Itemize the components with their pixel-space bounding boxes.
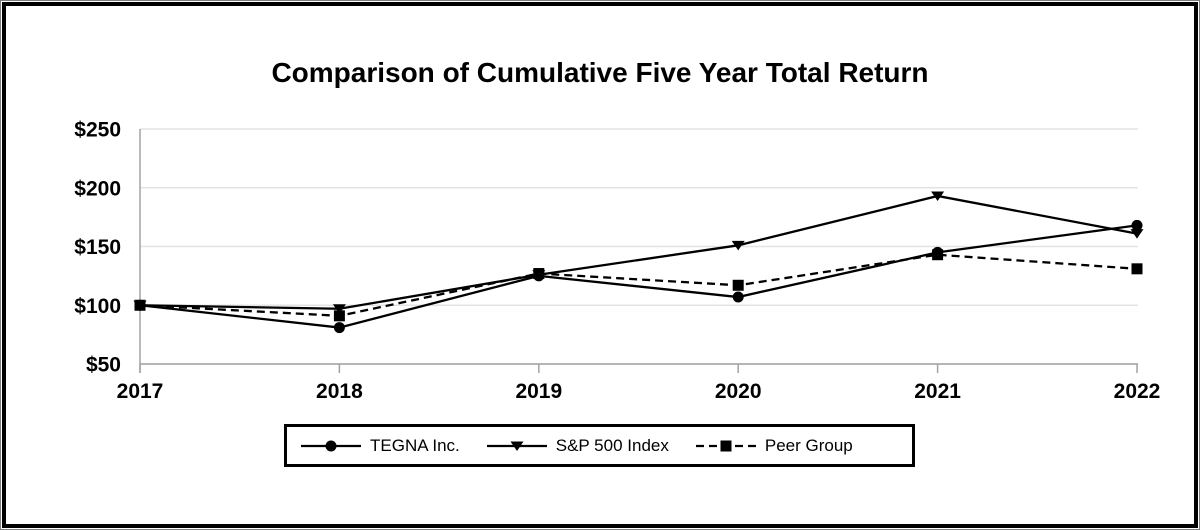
- triangle-down-marker: [931, 191, 945, 201]
- square-icon: [720, 440, 732, 451]
- y-axis-tick-label: $150: [74, 236, 121, 259]
- legend-swatch-triangle-down: [486, 441, 547, 451]
- y-axis-tick-label: $200: [74, 177, 121, 200]
- legend-item: TEGNA Inc.: [300, 436, 460, 456]
- x-axis-tick-label: 2017: [117, 380, 164, 403]
- series-line-circle: [139, 224, 1138, 329]
- legend-swatch-square: [695, 440, 756, 451]
- triangle-down-icon: [510, 441, 524, 451]
- circle-marker: [333, 322, 345, 334]
- circle-icon: [325, 440, 337, 451]
- series-line-triangle-down: [139, 194, 1138, 310]
- square-marker: [932, 249, 944, 261]
- triangle-down-marker: [1130, 229, 1144, 239]
- y-axis-tick-label: $100: [74, 295, 121, 318]
- x-axis-tick-label: 2020: [715, 380, 762, 403]
- y-axis-tick-label: $250: [74, 119, 121, 142]
- circle-marker: [1131, 219, 1143, 231]
- legend-label: Peer Group: [764, 435, 853, 455]
- x-axis-tick-label: 2019: [515, 380, 562, 403]
- square-marker: [732, 279, 744, 291]
- series-line-square: [139, 253, 1138, 317]
- triangle-down-marker: [731, 240, 745, 251]
- legend-item: S&P 500 Index: [486, 436, 669, 456]
- chart-title: Comparison of Cumulative Five Year Total…: [271, 57, 929, 88]
- legend-swatch-circle: [301, 440, 361, 451]
- square-marker: [134, 299, 146, 311]
- square-marker: [533, 268, 545, 280]
- x-axis-tick-label: 2021: [914, 380, 961, 403]
- legend-box: TEGNA Inc. S&P 500 Index Peer Group: [284, 424, 915, 467]
- legend-item: Peer Group: [695, 436, 853, 456]
- square-marker: [1131, 263, 1143, 275]
- circle-marker: [732, 291, 744, 303]
- legend-label: TEGNA Inc.: [370, 435, 460, 455]
- y-axis-tick-label: $50: [86, 354, 121, 377]
- legend-label: S&P 500 Index: [555, 435, 669, 455]
- triangle-down-marker: [332, 304, 346, 314]
- square-marker: [333, 310, 345, 322]
- x-axis-tick-label: 2022: [1114, 380, 1161, 403]
- x-axis-tick-label: 2018: [316, 380, 363, 403]
